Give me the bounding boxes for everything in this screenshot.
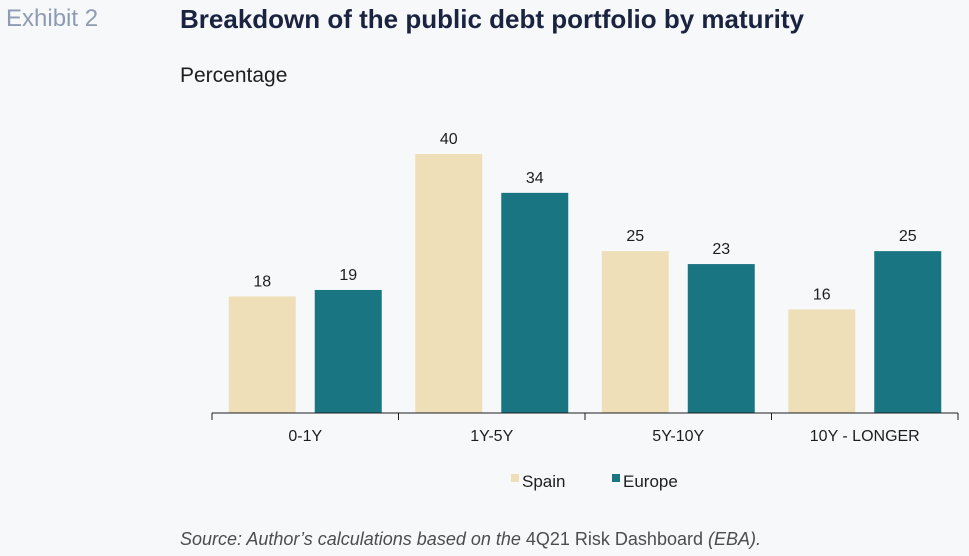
x-tick-label-3: 10Y - LONGER: [810, 428, 920, 445]
bar-spain-1: [415, 154, 483, 413]
data-label-europe-2: 23: [712, 241, 730, 258]
source-note: Source: Author’s calculations based on t…: [180, 529, 761, 550]
bar-europe-0: [314, 289, 382, 413]
bar-spain-0: [228, 296, 296, 413]
x-tick-label-2: 5Y-10Y: [652, 428, 704, 445]
bar-chart: 18 19 0-1Y 40 34 1Y-5Y 25 23 5Y-10Y 16 25 10Y - LON…: [211, 131, 959, 491]
x-tick-label-1: 1Y-5Y: [470, 428, 513, 445]
legend-swatch-spain: [511, 474, 519, 482]
legend-swatch-europe: [612, 474, 620, 482]
bar-europe-3: [874, 251, 942, 413]
source-text-part-1: Source: Author’s calculations based on t…: [180, 529, 526, 549]
bar-europe-1: [501, 192, 569, 413]
source-text-part-3: (EBA).: [702, 529, 761, 549]
bar-spain-2: [601, 251, 669, 413]
bar-spain-3: [788, 309, 856, 413]
x-tick-label-0: 0-1Y: [288, 428, 322, 445]
data-label-europe-1: 34: [526, 170, 544, 187]
data-label-spain-1: 40: [440, 131, 458, 148]
chart-title: Breakdown of the public debt portfolio b…: [180, 4, 805, 34]
data-label-spain-2: 25: [626, 228, 644, 245]
legend-label-europe: Europe: [623, 472, 678, 491]
data-label-spain-0: 18: [253, 273, 271, 290]
legend-label-spain: Spain: [522, 472, 565, 491]
data-label-europe-3: 25: [899, 228, 917, 245]
exhibit-label: Exhibit 2: [6, 5, 99, 32]
data-label-spain-3: 16: [813, 286, 831, 303]
source-text-part-2: 4Q21 Risk Dashboard: [525, 529, 703, 549]
chart-subtitle: Percentage: [180, 64, 288, 87]
bar-europe-2: [687, 264, 755, 413]
data-label-europe-0: 19: [339, 267, 357, 284]
